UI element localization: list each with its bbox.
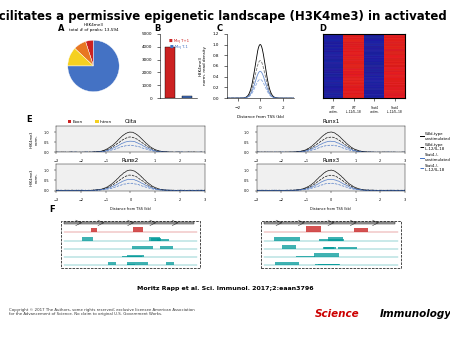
Text: E: E [27, 115, 32, 124]
Bar [274, 237, 300, 241]
Bar [319, 239, 343, 241]
Bar [122, 256, 142, 257]
Bar [108, 262, 116, 265]
X-axis label: Distance from TSS (kb): Distance from TSS (kb) [310, 207, 351, 211]
Bar [165, 47, 176, 98]
Title: Runx1: Runx1 [322, 119, 339, 124]
Bar [182, 96, 192, 98]
Wedge shape [75, 42, 94, 66]
Bar [90, 228, 97, 232]
Title: Ciita: Ciita [124, 119, 137, 124]
Bar [261, 221, 400, 268]
Title: Runx2: Runx2 [122, 158, 139, 163]
Bar [323, 247, 334, 249]
Text: Moritz Rapp et al. Sci. Immunol. 2017;2:eaan3796: Moritz Rapp et al. Sci. Immunol. 2017;2:… [137, 286, 313, 291]
Bar [275, 262, 299, 265]
Text: Immunology: Immunology [380, 309, 450, 319]
X-axis label: Distance from TSS (kb): Distance from TSS (kb) [110, 207, 151, 211]
Bar [127, 262, 148, 265]
Bar [306, 226, 321, 232]
Bar [81, 237, 93, 241]
Title: H3K4me3
total # of peaks: 13,594: H3K4me3 total # of peaks: 13,594 [69, 23, 118, 32]
Bar [282, 245, 296, 249]
Text: Copyright © 2017 The Authors, some rights reserved; exclusive licensee American : Copyright © 2017 The Authors, some right… [9, 308, 195, 316]
Text: STAT4 facilitates a permissive epigenetic landscape (H3K4me3) in activated NK ce: STAT4 facilitates a permissive epigeneti… [0, 10, 450, 23]
Legend: Wild-type
unstimulated, Wild-type
IL-12/IL-18, Stat4-/-
unstimulated, Stat4-/-
I: Wild-type unstimulated, Wild-type IL-12/… [418, 130, 450, 174]
Bar [314, 254, 339, 257]
Bar [315, 264, 341, 265]
Bar [338, 247, 357, 249]
X-axis label: Distance from TSS (kb): Distance from TSS (kb) [237, 115, 284, 119]
Text: C: C [216, 24, 223, 32]
Legend: Exon, Intergenic, Intron, Promoter: Exon, Intergenic, Intron, Promoter [67, 118, 121, 131]
Bar [318, 264, 339, 265]
Text: ■ Mq T+1: ■ Mq T+1 [169, 39, 189, 43]
Bar [151, 238, 161, 241]
Bar [133, 227, 143, 232]
Bar [296, 256, 315, 257]
Bar [354, 227, 368, 232]
Bar [63, 222, 194, 224]
Text: B: B [154, 24, 161, 32]
Bar [149, 237, 160, 241]
Bar [166, 262, 174, 265]
Wedge shape [68, 40, 119, 92]
Wedge shape [68, 48, 94, 66]
Text: ■ Mq T-1: ■ Mq T-1 [170, 45, 188, 49]
Bar [324, 247, 337, 249]
Text: Science: Science [315, 309, 360, 319]
Title: Runx3: Runx3 [322, 158, 339, 163]
Text: D: D [319, 24, 326, 32]
Y-axis label: H3K4me3
norm.: H3K4me3 norm. [30, 169, 38, 186]
Bar [328, 237, 343, 241]
Bar [160, 246, 173, 249]
Bar [132, 246, 153, 249]
Wedge shape [86, 40, 94, 66]
Bar [157, 239, 169, 241]
Bar [127, 255, 144, 257]
Text: A: A [58, 24, 65, 32]
Y-axis label: H3K4me3
norm.: H3K4me3 norm. [30, 131, 38, 148]
Y-axis label: H3K4me3
norm. read density: H3K4me3 norm. read density [198, 47, 207, 86]
Bar [264, 222, 395, 224]
Text: F: F [49, 204, 54, 214]
Bar [127, 264, 135, 265]
Bar [61, 221, 200, 268]
